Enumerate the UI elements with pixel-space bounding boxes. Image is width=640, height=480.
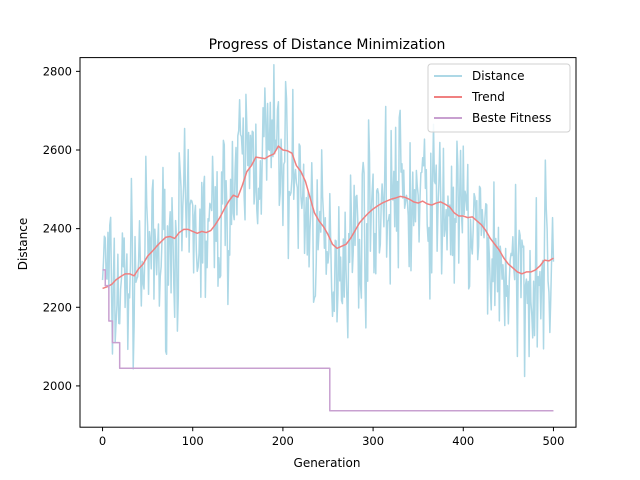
y-tick-label: 2400 [43,222,72,236]
series-line-distance [101,63,555,378]
x-tick-label: 200 [272,434,294,448]
legend: Distance Trend Beste Fitness [427,63,571,133]
legend-label: Distance [472,69,524,83]
y-tick-label: 2200 [43,300,72,314]
x-tick-label: 0 [99,434,106,448]
x-tick-label: 300 [362,434,384,448]
y-tick-label: 2800 [43,64,72,78]
x-tick-label: 100 [182,434,204,448]
x-axis-label: Generation [294,456,361,470]
series-line-beste-fitness [102,269,554,412]
y-tick-label: 2000 [43,379,72,393]
series-line-trend [102,145,554,290]
legend-label: Trend [471,90,505,104]
y-axis-label: Distance [16,218,30,270]
y-tick-label: 2600 [43,143,72,157]
axis-ticks: 0 100 200 300 400 500 2000 2200 2400 2600 2800 [43,64,565,448]
chart-title: Progress of Distance Minimization [209,37,446,53]
x-tick-label: 400 [452,434,474,448]
x-tick-label: 500 [542,434,564,448]
legend-box [427,63,571,133]
legend-label: Beste Fitness [472,111,551,125]
axes-frame [79,57,577,428]
plot-area [101,63,555,412]
